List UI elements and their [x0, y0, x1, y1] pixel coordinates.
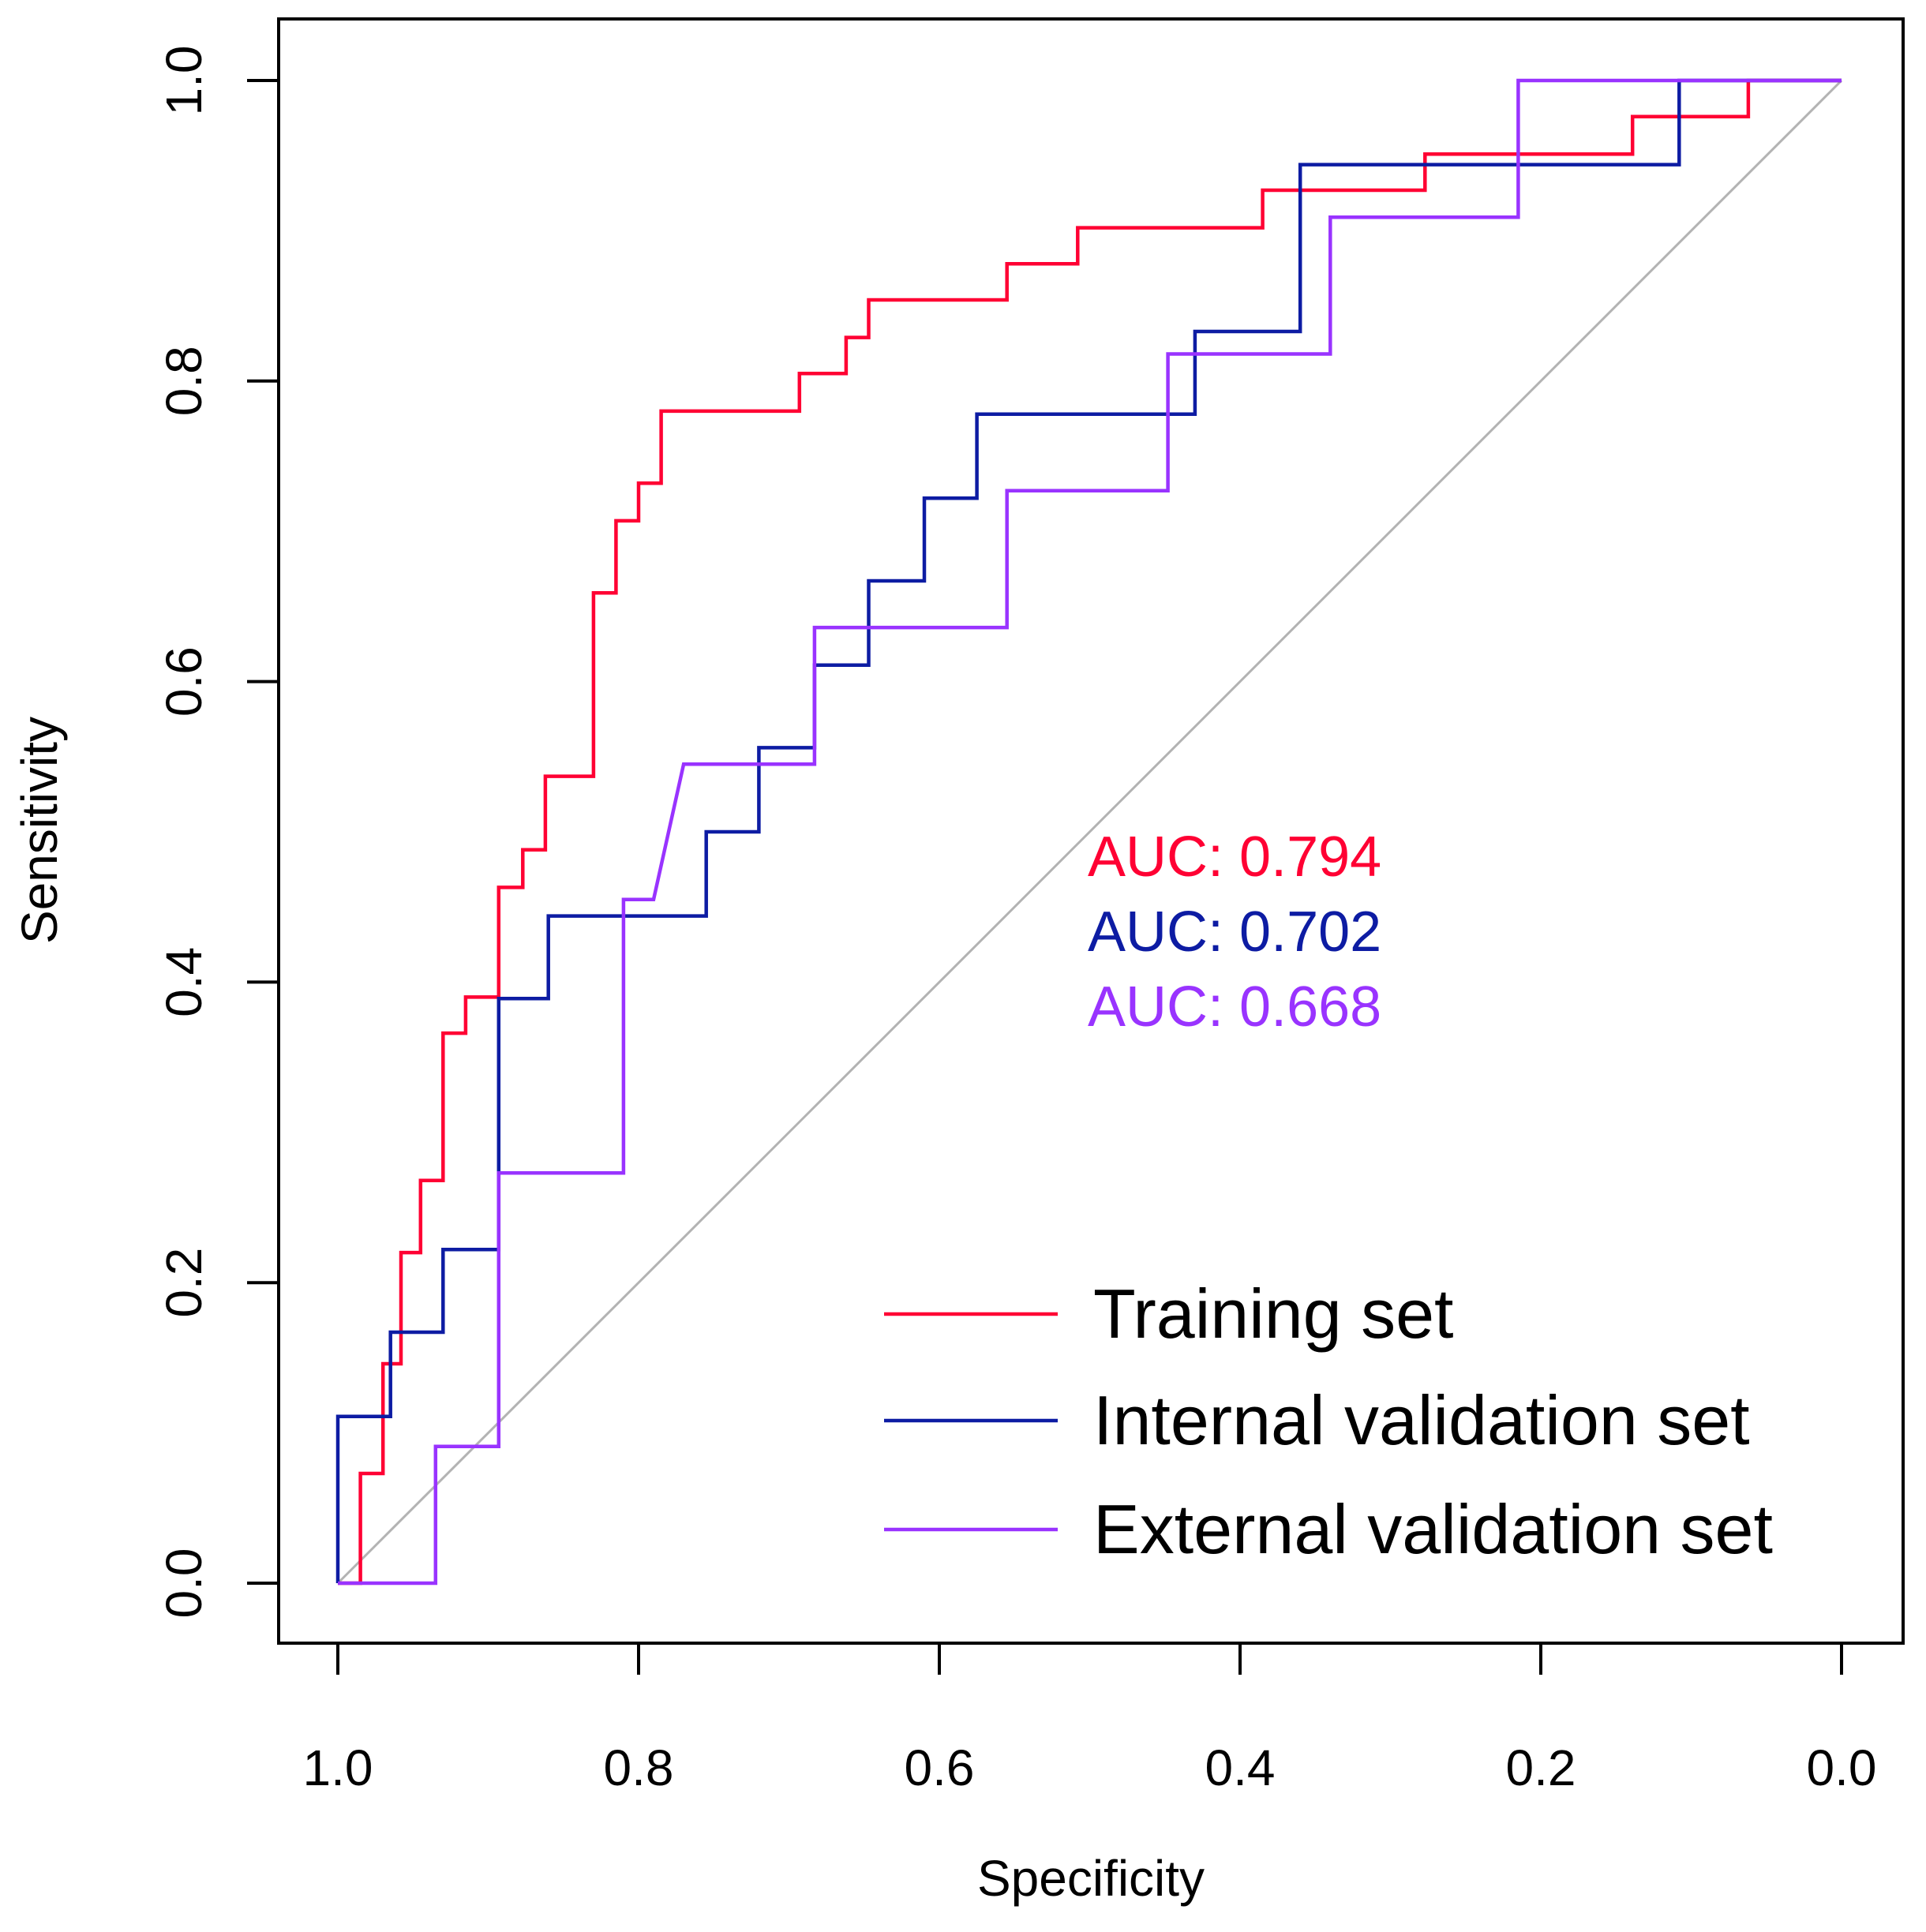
x-tick-label: 0.8 — [604, 1739, 674, 1796]
y-tick-label: 1.0 — [156, 46, 212, 116]
y-tick-labels: 0.0 0.2 0.4 0.6 0.8 1.0 — [156, 46, 212, 1619]
legend: Training set Internal validation set Ext… — [884, 1275, 1773, 1568]
y-tick-label: 0.6 — [156, 646, 212, 717]
x-tick-label: 0.6 — [905, 1739, 975, 1796]
y-tick-label: 0.2 — [156, 1248, 212, 1318]
auc-label-training: AUC: 0.794 — [1088, 826, 1381, 889]
x-tick-label: 0.0 — [1807, 1739, 1877, 1796]
x-tick-labels: 1.0 0.8 0.6 0.4 0.2 0.0 — [303, 1739, 1877, 1796]
x-ticks — [336, 1643, 1843, 1675]
y-ticks — [247, 79, 279, 1585]
y-tick-label: 0.0 — [156, 1548, 212, 1619]
legend-label-external: External validation set — [1093, 1490, 1773, 1568]
reference-diagonal — [336, 79, 1843, 1585]
auc-label-internal: AUC: 0.702 — [1088, 900, 1381, 964]
x-tick-label: 0.4 — [1205, 1739, 1276, 1796]
x-tick-label: 1.0 — [303, 1739, 373, 1796]
roc-curve-training — [338, 78, 1842, 1586]
y-axis-title: Sensitivity — [11, 717, 68, 944]
x-tick-label: 0.2 — [1506, 1739, 1576, 1796]
auc-label-external: AUC: 0.668 — [1088, 975, 1381, 1039]
y-tick-label: 0.4 — [156, 947, 212, 1017]
x-axis-title: Specificity — [977, 1850, 1205, 1907]
y-tick-label: 0.8 — [156, 346, 212, 416]
legend-label-internal: Internal validation set — [1093, 1381, 1750, 1459]
legend-label-training: Training set — [1093, 1275, 1454, 1353]
roc-curve-external — [338, 78, 1842, 1586]
